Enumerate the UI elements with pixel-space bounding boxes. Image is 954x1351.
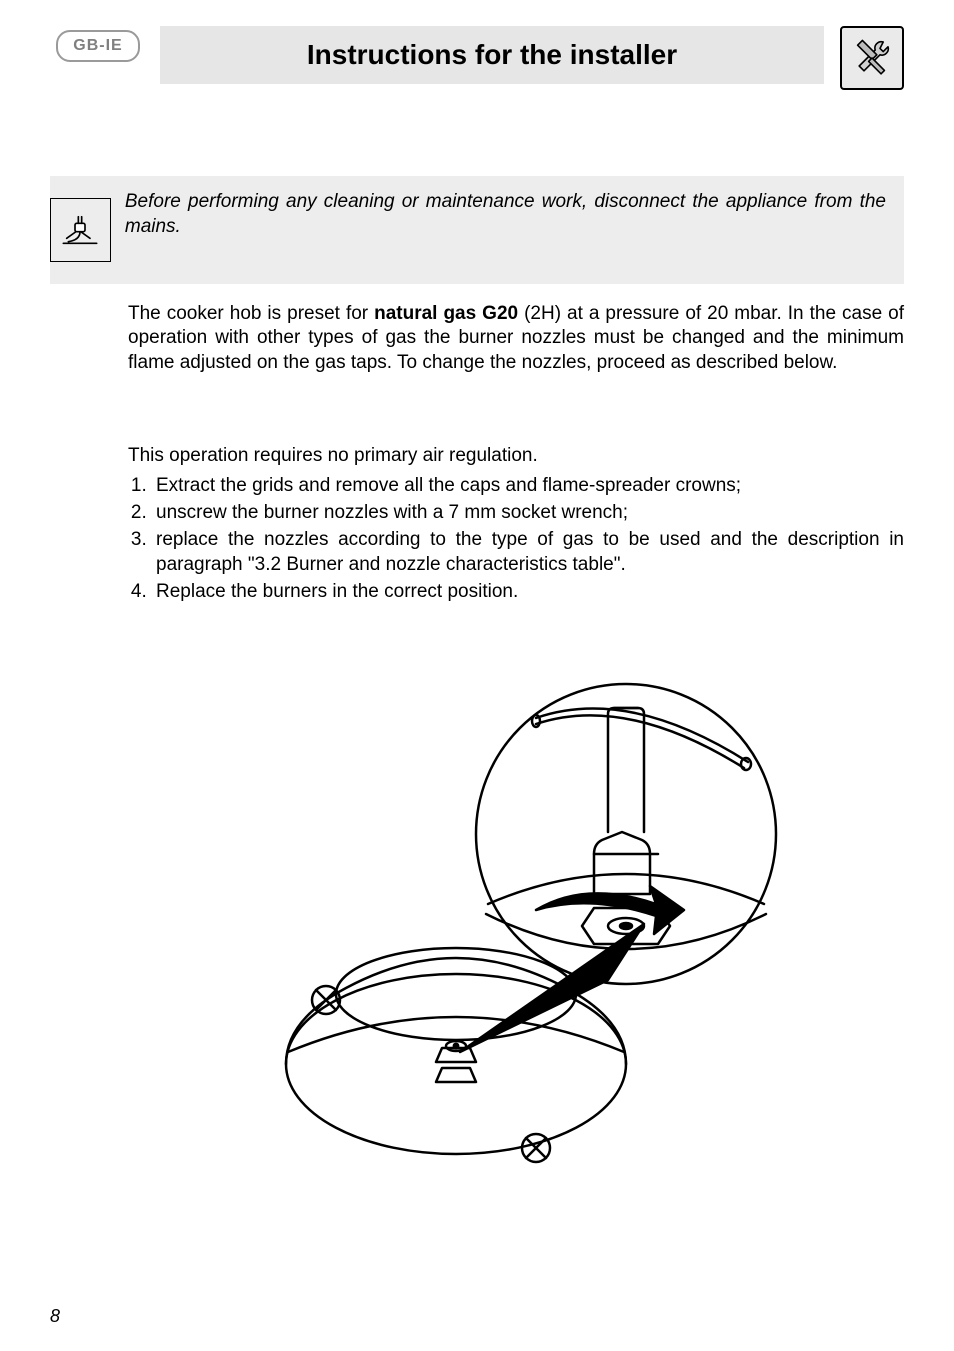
page-title: Instructions for the installer [307,39,677,71]
preset-pre: The cooker hob is preset for [128,303,374,324]
screw-marker-icon [522,1134,550,1162]
nozzle-diagram [128,664,904,1184]
page-number: 8 [50,1306,60,1327]
steps-list: Extract the grids and remove all the cap… [128,473,904,604]
body: The cooker hob is preset for natural gas… [50,302,904,1184]
preset-bold: natural gas G20 [374,303,518,324]
spacer [128,375,904,445]
title-banner: Instructions for the installer [160,26,824,84]
warning-callout: Before performing any cleaning or mainte… [50,176,904,284]
header: GB-IE Instructions for the installer [50,26,904,90]
nozzle-diagram-svg [236,664,796,1184]
screwdriver-wrench-icon [840,26,904,90]
page: GB-IE Instructions for the installer [0,0,954,1351]
socket-wrench [532,708,751,894]
step-item: Replace the burners in the correct posit… [152,579,904,604]
step-item: unscrew the burner nozzles with a 7 mm s… [152,500,904,525]
rotation-arrow-icon [536,886,684,934]
locale-badge-text: GB-IE [73,37,122,55]
warning-text: Before performing any cleaning or mainte… [125,176,904,253]
locale-badge: GB-IE [56,30,140,62]
step-item: Extract the grids and remove all the cap… [152,473,904,498]
step-item: replace the nozzles according to the typ… [152,527,904,577]
lead-sentence: This operation requires no primary air r… [128,445,904,467]
plug-icon [50,198,111,262]
preset-paragraph: The cooker hob is preset for natural gas… [128,302,904,375]
